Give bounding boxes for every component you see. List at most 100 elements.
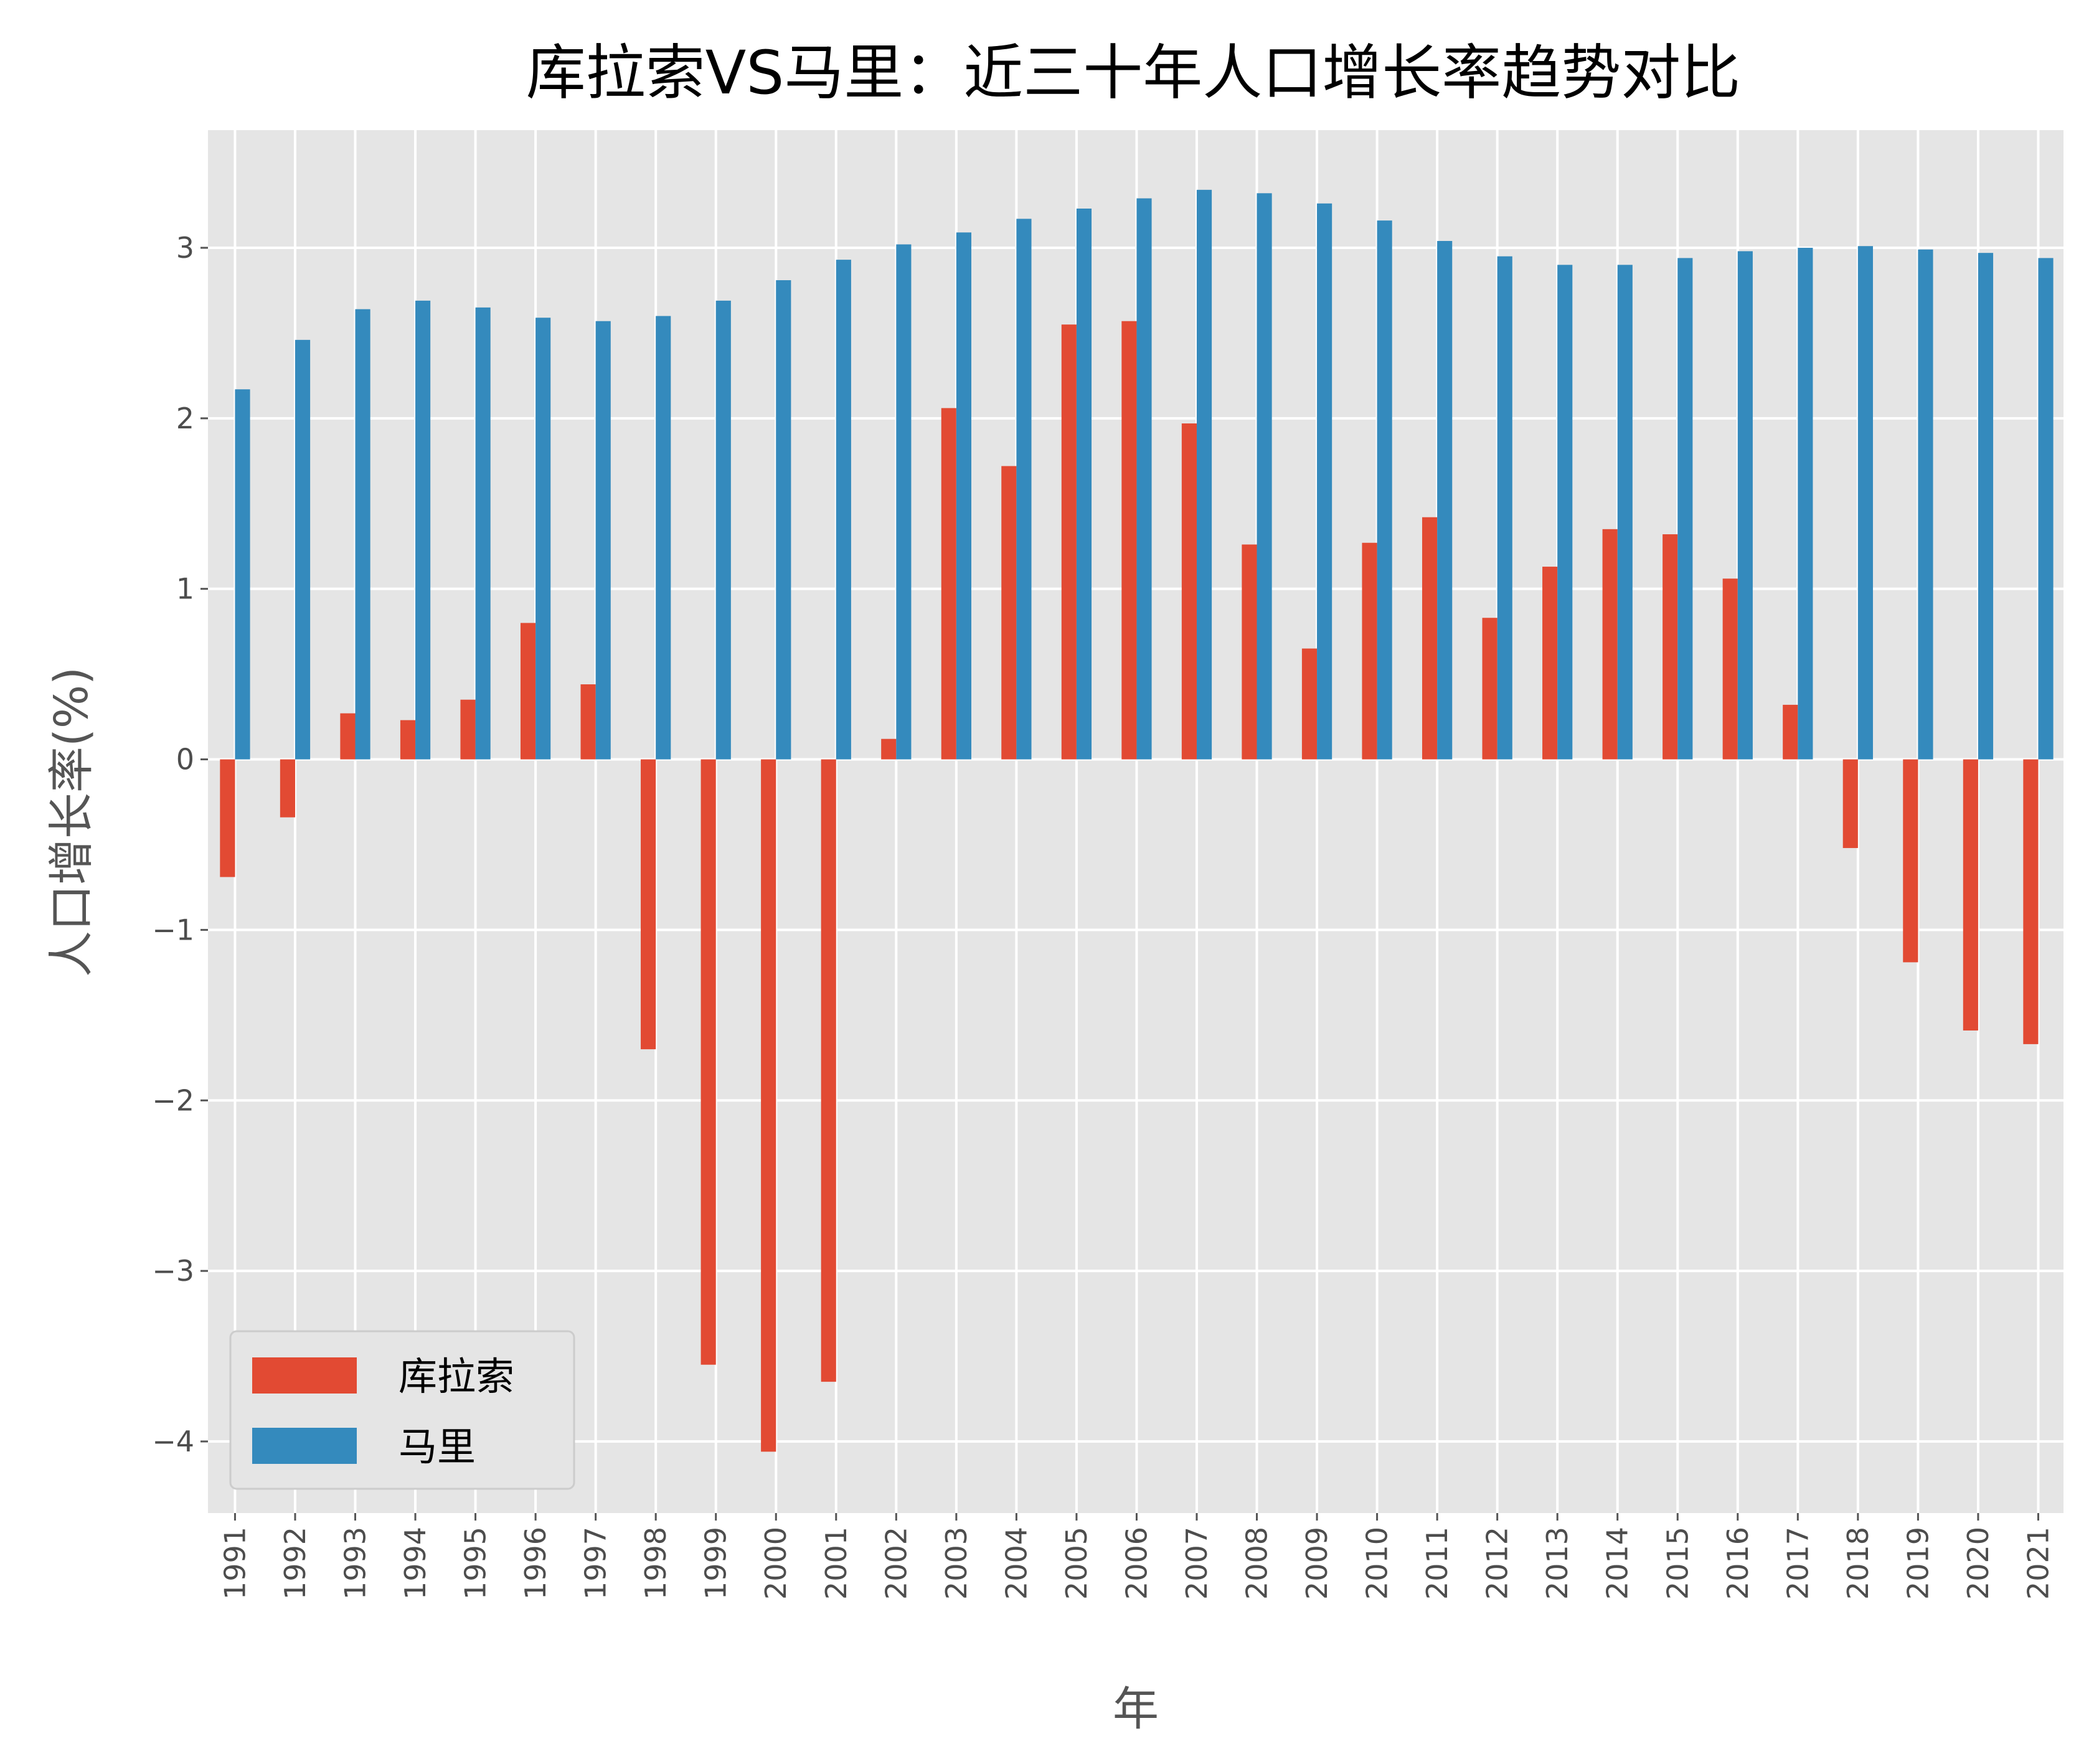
bar-库拉索-1997 <box>580 684 596 760</box>
y-tick-label: −2 <box>152 1083 194 1117</box>
x-ticks: 1991 1992 1993 1994 1995 1996 1997 1998 1999 2000… <box>218 1513 2055 1600</box>
y-tick-label: −1 <box>152 913 194 946</box>
bar-库拉索-1996 <box>520 623 536 760</box>
bar-马里-2000 <box>776 280 791 760</box>
x-tick-label: 1992 <box>278 1527 312 1600</box>
x-tick-label: 2013 <box>1540 1527 1574 1600</box>
legend-label-kulasuo: 库拉索 <box>399 1354 514 1399</box>
x-tick-label: 2010 <box>1361 1527 1394 1600</box>
bar-库拉索-2000 <box>761 759 776 1452</box>
x-tick-label: 1999 <box>699 1527 733 1600</box>
bar-马里-2014 <box>1617 265 1633 760</box>
x-tick-label: 2005 <box>1060 1527 1093 1600</box>
bar-库拉索-2005 <box>1061 324 1077 760</box>
bar-库拉索-2010 <box>1362 542 1377 760</box>
bar-马里-2004 <box>1016 219 1032 760</box>
bar-马里-2017 <box>1798 247 1813 760</box>
bar-库拉索-1994 <box>400 720 416 760</box>
bar-马里-1996 <box>535 318 551 760</box>
bar-库拉索-1993 <box>340 713 356 760</box>
bar-马里-2001 <box>836 260 851 760</box>
x-tick-label: 2015 <box>1661 1527 1694 1600</box>
y-tick-label: 2 <box>176 402 194 435</box>
x-tick-label: 2016 <box>1721 1527 1755 1600</box>
bar-马里-2018 <box>1857 246 1873 760</box>
x-tick-label: 2021 <box>2021 1527 2055 1600</box>
bar-马里-2005 <box>1076 208 1092 760</box>
bars <box>220 189 2054 1452</box>
bar-马里-2006 <box>1136 198 1152 760</box>
bar-库拉索-2018 <box>1842 759 1858 848</box>
legend-label-mali: 马里 <box>399 1424 476 1469</box>
x-tick-label: 1996 <box>519 1527 552 1600</box>
x-tick-label: 1998 <box>639 1527 672 1600</box>
bar-马里-1991 <box>235 389 250 760</box>
x-tick-label: 1991 <box>218 1527 252 1600</box>
legend-swatch-mali <box>252 1428 357 1464</box>
x-tick-label: 2004 <box>999 1527 1033 1600</box>
bar-马里-1992 <box>295 339 311 760</box>
x-tick-label: 1993 <box>339 1527 372 1600</box>
bar-库拉索-2006 <box>1121 321 1137 760</box>
x-tick-label: 1994 <box>399 1527 432 1600</box>
bar-库拉索-2002 <box>881 738 897 760</box>
bar-马里-2008 <box>1257 193 1272 760</box>
bar-马里-2007 <box>1196 189 1212 760</box>
x-tick-label: 2019 <box>1901 1527 1935 1600</box>
chart-title: 库拉索VS马里：近三十年人口增长率趋势对比 <box>526 38 1741 108</box>
bar-库拉索-2012 <box>1482 618 1497 760</box>
bar-马里-2021 <box>2038 258 2054 760</box>
x-tick-label: 2002 <box>879 1527 913 1600</box>
bar-库拉索-2003 <box>941 408 956 760</box>
bar-库拉索-2015 <box>1662 534 1678 760</box>
legend: 库拉索 马里 <box>229 1330 575 1490</box>
bar-库拉索-2009 <box>1301 648 1318 760</box>
bar-库拉索-2001 <box>821 759 836 1382</box>
bar-马里-1998 <box>656 316 671 760</box>
x-tick-label: 2006 <box>1120 1527 1153 1600</box>
x-tick-label: 2017 <box>1781 1527 1814 1600</box>
x-tick-label: 2008 <box>1240 1527 1274 1600</box>
x-axis-label: 年 <box>1113 1682 1159 1736</box>
bar-马里-2009 <box>1317 203 1332 760</box>
y-tick-label: 1 <box>176 572 194 606</box>
bar-马里-2015 <box>1677 258 1693 760</box>
bar-马里-2002 <box>896 244 912 760</box>
bar-马里-1997 <box>595 321 611 760</box>
y-ticks: −4 −3 −2 −1 0 1 2 3 <box>152 231 208 1458</box>
bar-马里-2012 <box>1497 256 1512 760</box>
bar-马里-2003 <box>956 232 971 760</box>
bar-库拉索-2021 <box>2023 759 2039 1044</box>
bar-库拉索-2016 <box>1722 578 1738 760</box>
bar-马里-2019 <box>1918 249 1933 760</box>
bar-库拉索-2020 <box>1963 759 1978 1031</box>
bar-库拉索-2014 <box>1602 529 1618 760</box>
x-tick-label: 2000 <box>759 1527 793 1600</box>
x-tick-label: 2007 <box>1180 1527 1214 1600</box>
x-tick-label: 2012 <box>1481 1527 1514 1600</box>
bar-库拉索-1992 <box>280 759 295 818</box>
legend-swatch-kulasuo <box>252 1357 357 1394</box>
bar-库拉索-2007 <box>1181 423 1197 760</box>
y-tick-label: 3 <box>176 231 194 265</box>
bar-马里-2011 <box>1437 241 1453 760</box>
bar-马里-1993 <box>355 309 370 760</box>
bar-马里-1995 <box>475 307 491 760</box>
x-tick-label: 2003 <box>940 1527 973 1600</box>
y-tick-label: −4 <box>152 1425 194 1458</box>
x-tick-label: 2011 <box>1420 1527 1454 1600</box>
bar-库拉索-2011 <box>1422 517 1438 760</box>
bar-库拉索-1999 <box>700 759 716 1365</box>
x-tick-label: 1995 <box>459 1527 493 1600</box>
bar-马里-1994 <box>415 300 431 760</box>
x-tick-label: 2001 <box>819 1527 853 1600</box>
bar-马里-2016 <box>1737 251 1753 760</box>
bar-库拉索-2019 <box>1903 759 1918 963</box>
y-tick-label: 0 <box>176 743 194 776</box>
x-tick-label: 1997 <box>579 1527 613 1600</box>
bar-马里-1999 <box>715 300 731 760</box>
bar-库拉索-1995 <box>460 699 476 760</box>
bar-库拉索-1991 <box>220 759 235 877</box>
bar-马里-2020 <box>1978 253 1994 760</box>
